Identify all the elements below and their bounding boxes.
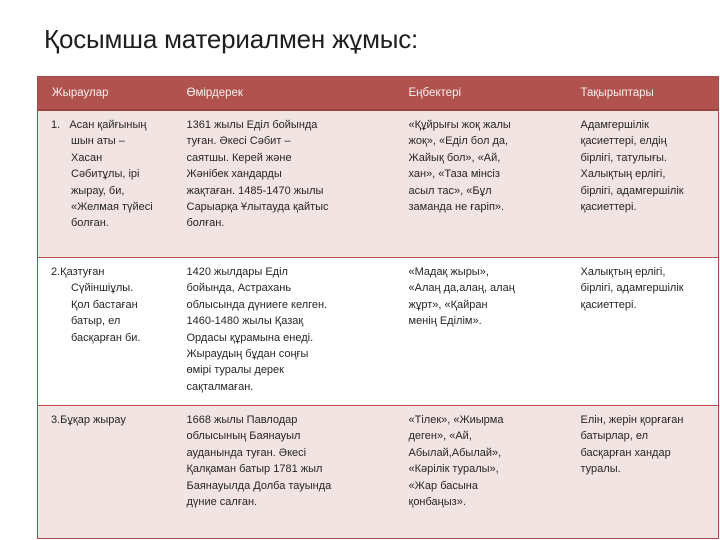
- cell-r1-enbekteri: «Құйрығы жоқ жалы жоқ», «Еділ бол да, Жа…: [399, 110, 572, 258]
- cell-r1-takyryptary: Адамгершілік қасиеттері, елдің бірлігі, …: [571, 110, 719, 258]
- cell-r1-zhyrau: 1. Асан қайғының шын аты – Хасан Сәбитұл…: [37, 110, 178, 258]
- table-row-asan-kaigy: 1. Асан қайғының шын аты – Хасан Сәбитұл…: [37, 110, 719, 258]
- cell-r2-zhyrau: 2.Қазтуған Сүйіншіұлы. Қол бастаған баты…: [37, 257, 178, 406]
- cell-r3-enbekteri: «Тілек», «Жиырма деген», «Ай, Абылай,Абы…: [399, 405, 572, 539]
- cell-r3-takyryptary: Елін, жерін қорғаған батырлар, ел басқар…: [571, 405, 719, 539]
- table-row-bukar-zhyrau: 3.Бұқар жырау 1668 жылы Павлодар облысын…: [37, 405, 719, 539]
- cell-r2-omirderek: 1420 жылдары Еділ бойында, Астрахань обл…: [177, 257, 400, 406]
- cell-r2-enbekteri: «Мадақ жыры», «Алаң да,алаң, алаң жұрт»,…: [399, 257, 572, 406]
- zhyraular-table: Жыраулар Өмірдерек Еңбектері Тақырыптары…: [37, 76, 719, 539]
- column-header-enbekteri: Еңбектері: [399, 76, 572, 111]
- cell-r3-zhyrau: 3.Бұқар жырау: [37, 405, 178, 539]
- column-header-takyryptary: Тақырыптары: [571, 76, 719, 111]
- cell-r2-takyryptary: Халықтың ерлігі, бірлігі, адамгершілік қ…: [571, 257, 719, 406]
- column-header-omirderek: Өмірдерек: [177, 76, 400, 111]
- table-row-kaztugan: 2.Қазтуған Сүйіншіұлы. Қол бастаған баты…: [37, 257, 719, 406]
- slide-title: Қосымша материалмен жұмыс:: [44, 24, 419, 54]
- table-header-row: Жыраулар Өмірдерек Еңбектері Тақырыптары: [37, 76, 719, 111]
- cell-r3-omirderek: 1668 жылы Павлодар облысының Баянауыл ау…: [177, 405, 400, 539]
- column-header-zhyraular: Жыраулар: [37, 76, 178, 111]
- cell-r1-omirderek: 1361 жылы Еділ бойында туған. Әкесі Сәби…: [177, 110, 400, 258]
